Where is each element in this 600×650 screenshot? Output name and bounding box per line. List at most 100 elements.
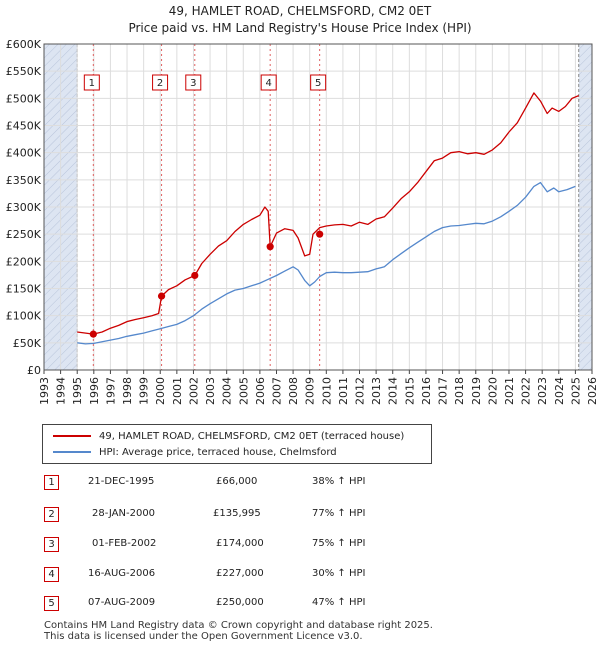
- legend-item-property: 49, HAMLET ROAD, CHELMSFORD, CM2 0ET (te…: [53, 428, 404, 444]
- x-tick-label: 2002: [187, 377, 200, 405]
- y-tick-label: £0: [27, 364, 41, 377]
- transaction-5-label: 5: [315, 78, 321, 89]
- transaction-3-point: [191, 271, 199, 280]
- y-tick-label: £400K: [6, 147, 42, 160]
- x-tick-label: 1999: [138, 377, 151, 405]
- y-tick-label: £450K: [6, 120, 42, 133]
- tx-hpi-change: 75% ↑ HPI: [312, 538, 366, 549]
- footer-line-copyright: Contains HM Land Registry data © Crown c…: [44, 620, 433, 631]
- x-tick-label: 2006: [254, 377, 267, 405]
- tx-hpi-change: 77% ↑ HPI: [312, 508, 366, 519]
- tx-number-badge: 2: [44, 507, 59, 522]
- price-chart: £0 £50K £100K £150K £200K £250K £300K £350K £400…: [6, 38, 599, 405]
- x-tick-label: 2014: [387, 377, 400, 405]
- x-tick-label: 1998: [121, 377, 134, 405]
- y-tick-label: £150K: [6, 283, 42, 296]
- transaction-4-label: 4: [265, 78, 271, 89]
- x-tick-label: 2020: [486, 377, 499, 405]
- x-tick-label: 1997: [104, 377, 117, 405]
- x-tick-label: 2025: [569, 377, 582, 405]
- x-tick-label: 2009: [304, 377, 317, 405]
- x-tick-label: 2015: [403, 377, 416, 405]
- x-tick-label: 2019: [470, 377, 483, 405]
- transaction-1-label: 1: [89, 78, 95, 89]
- x-tick-label: 2007: [270, 377, 283, 405]
- y-tick-label: £600K: [6, 38, 42, 51]
- y-tick-label: £200K: [6, 255, 42, 268]
- transaction-4-point: [266, 243, 274, 251]
- y-tick-label: £100K: [6, 310, 42, 323]
- transaction-3-marker: 3: [185, 74, 202, 91]
- x-tick-label: 2005: [237, 377, 250, 405]
- x-tick-label: 1996: [88, 377, 101, 405]
- x-tick-label: 2016: [420, 377, 433, 405]
- chart-title: 49, HAMLET ROAD, CHELMSFORD, CM2 0ET: [168, 4, 432, 18]
- legend-swatch-hpi: [53, 451, 91, 453]
- x-tick-label: 1994: [55, 377, 68, 405]
- tx-number-badge: 5: [44, 596, 59, 611]
- tx-price: £66,000: [216, 476, 258, 487]
- y-tick-label: £550K: [6, 65, 42, 78]
- x-tick-label: 2001: [171, 377, 184, 405]
- x-tick-label: 1995: [71, 377, 84, 405]
- chart-subtitle: Price paid vs. HM Land Registry's House …: [128, 21, 472, 35]
- y-tick-label: £500K: [6, 92, 42, 105]
- x-tick-label: 2003: [204, 377, 217, 405]
- tx-date: 07-AUG-2009: [88, 597, 156, 608]
- transaction-3-box: [185, 74, 202, 91]
- x-tick-label: 2026: [586, 377, 599, 405]
- x-tick-label: 2011: [337, 377, 350, 405]
- tx-date: 21-DEC-1995: [88, 476, 155, 487]
- x-tick-label: 2010: [320, 377, 333, 405]
- footer-attribution: Contains HM Land Registry data © Crown c…: [44, 620, 433, 642]
- transaction-4-box: [260, 74, 277, 91]
- chart-legend: 49, HAMLET ROAD, CHELMSFORD, CM2 0ET (te…: [42, 424, 432, 464]
- tx-date: 01-FEB-2002: [92, 538, 157, 549]
- x-tick-label: 2000: [154, 377, 167, 405]
- x-tick-label: 2021: [503, 377, 516, 405]
- x-tick-label: 2018: [453, 377, 466, 405]
- x-tick-label: 2012: [354, 377, 367, 405]
- legend-item-hpi: HPI: Average price, terraced house, Chel…: [53, 444, 337, 460]
- transaction-1-marker: 1: [83, 74, 100, 91]
- transaction-1-point: [89, 330, 97, 338]
- transaction-2-marker: 2: [152, 74, 169, 91]
- tx-number-badge: 4: [44, 567, 59, 582]
- transaction-2-label: 2: [157, 78, 163, 89]
- tx-hpi-change: 47% ↑ HPI: [312, 597, 366, 608]
- transaction-1-box: [83, 74, 100, 91]
- y-tick-label: £300K: [6, 201, 42, 214]
- legend-label-hpi: HPI: Average price, terraced house, Chel…: [99, 446, 337, 458]
- transaction-3-label: 3: [190, 78, 196, 89]
- tx-date: 28-JAN-2000: [92, 508, 156, 519]
- y-tick-label: £350K: [6, 174, 42, 187]
- y-tick-label: £50K: [13, 337, 42, 350]
- x-tick-label: 2024: [553, 377, 566, 405]
- transaction-5-box: [310, 74, 327, 91]
- x-tick-label: 1993: [38, 377, 51, 405]
- footer-line-licence: This data is licensed under the Open Gov…: [44, 631, 363, 642]
- x-tick-label: 2022: [520, 377, 533, 405]
- series-line-hpi: [77, 181, 576, 345]
- legend-swatch-property: [53, 435, 91, 437]
- transaction-2-box: [152, 74, 169, 91]
- transaction-5-point: [316, 230, 324, 238]
- series-line-property: [77, 92, 579, 335]
- tx-price: £227,000: [216, 568, 264, 579]
- transaction-5-marker: 5: [310, 74, 327, 91]
- tx-hpi-change: 30% ↑ HPI: [312, 568, 366, 579]
- x-tick-label: 2013: [370, 377, 383, 405]
- x-tick-label: 2008: [287, 377, 300, 405]
- y-tick-label: £250K: [6, 228, 42, 241]
- tx-price: £174,000: [216, 538, 264, 549]
- legend-label-property: 49, HAMLET ROAD, CHELMSFORD, CM2 0ET (te…: [99, 430, 405, 442]
- x-tick-label: 2017: [437, 377, 450, 405]
- x-tick-label: 2004: [221, 377, 234, 405]
- tx-hpi-change: 38% ↑ HPI: [312, 476, 366, 487]
- transaction-2-point: [157, 292, 166, 300]
- tx-price: £135,995: [213, 508, 261, 519]
- plot-border: [43, 43, 593, 371]
- tx-date: 16-AUG-2006: [88, 568, 156, 579]
- tx-price: £250,000: [216, 597, 264, 608]
- x-tick-label: 2023: [536, 377, 549, 405]
